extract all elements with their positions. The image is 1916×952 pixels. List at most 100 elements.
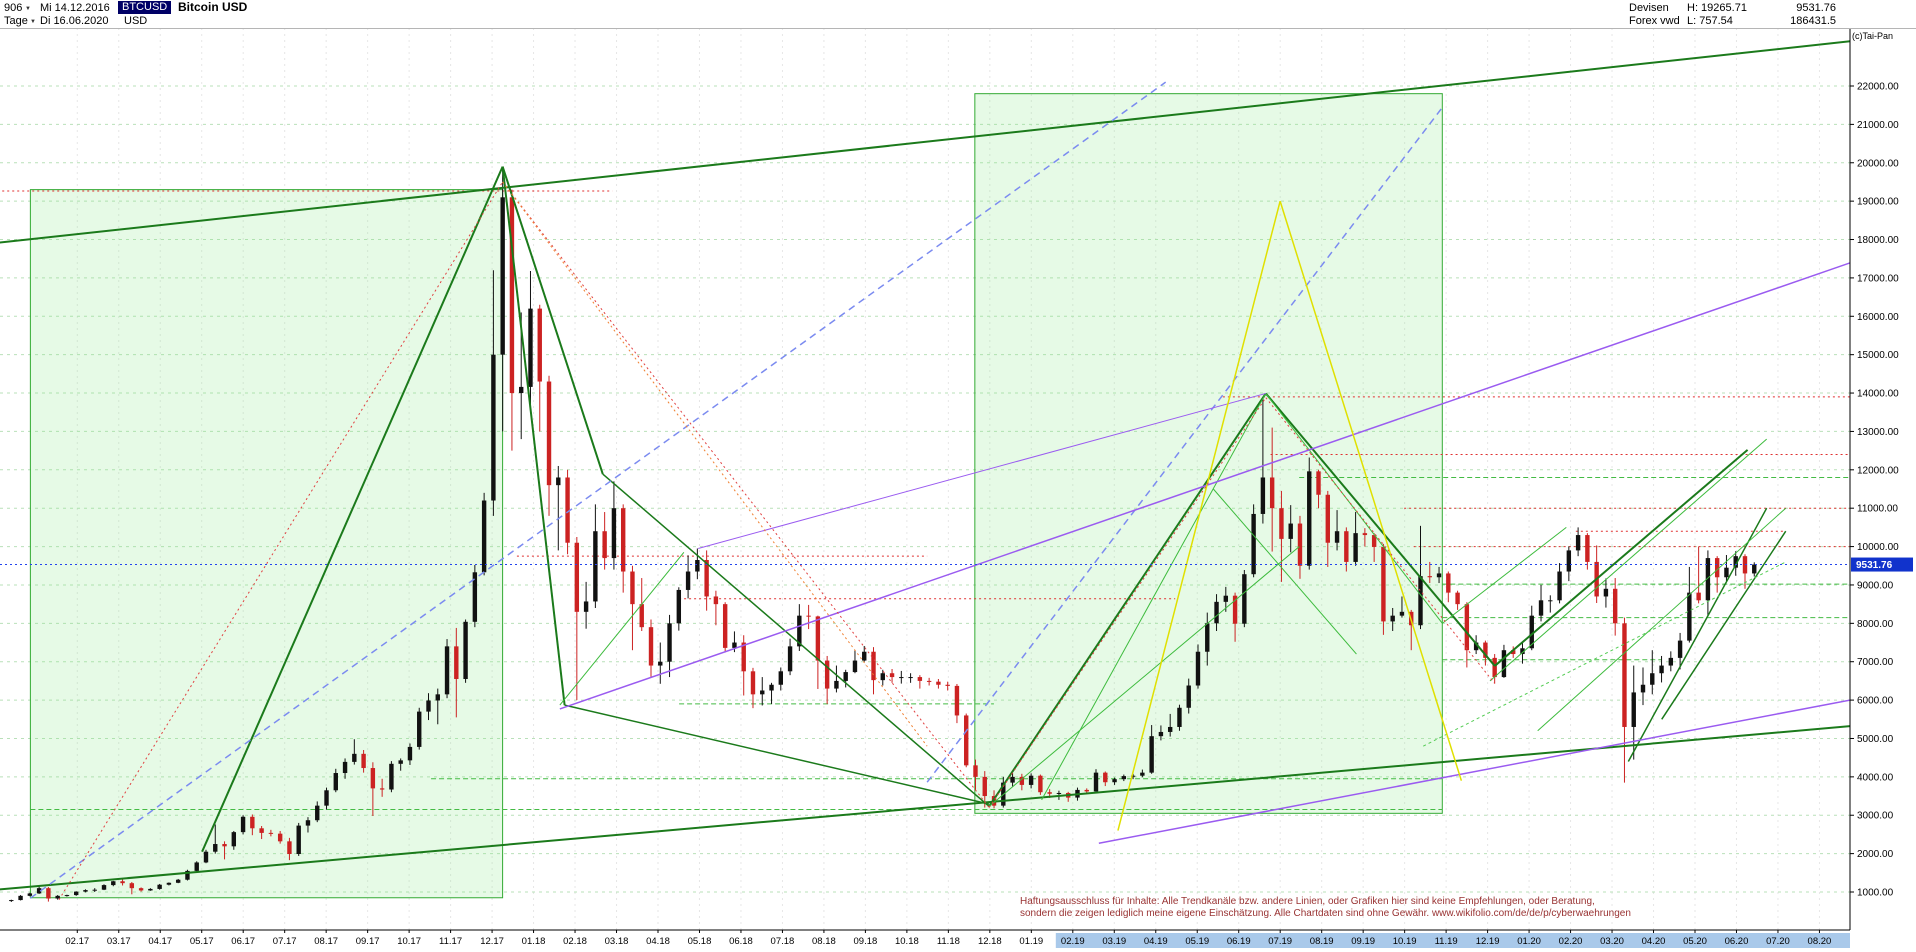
x-axis-label: 04.17 [148,936,172,947]
candle [750,671,756,695]
candle [1714,558,1720,578]
candle [46,888,51,899]
candle [203,851,209,863]
candle [1140,772,1145,776]
candle [1575,535,1581,551]
trend-box [29,189,504,899]
candle [296,825,301,855]
x-axis-label: 03.20 [1600,936,1624,947]
candle [1538,600,1544,616]
x-axis-label: 05.19 [1185,936,1209,947]
x-axis-label: 06.20 [1725,936,1749,947]
candle [1307,471,1312,566]
x-axis-label: 06.17 [231,936,255,947]
candle [509,197,515,394]
candle [1279,508,1284,539]
y-axis-label: 22000.00 [1857,82,1899,93]
candle [843,672,848,681]
candle [778,671,783,685]
x-axis-label: 02.18 [563,936,587,947]
candle [1752,564,1757,574]
y-axis-label: 2000.00 [1857,849,1894,860]
y-axis-label: 6000.00 [1857,696,1894,707]
chevron-down-icon[interactable]: ▼ [25,6,31,12]
candle [315,805,320,821]
candle [917,677,923,681]
x-axis-label: 10.18 [895,936,919,947]
candle [1010,776,1015,783]
candle [389,763,394,790]
candle [806,615,811,617]
x-axis-label: 03.18 [605,936,629,947]
symbol-field[interactable]: BTCUSD [118,1,172,14]
price-tag [1851,557,1913,572]
start-date-field[interactable]: Mi 14.12.2016 [40,2,110,14]
x-axis-label: 02.19 [1061,936,1085,947]
candle [593,531,598,602]
candle [1677,640,1683,658]
candle [1167,726,1173,732]
x-axis-label: 12.17 [480,936,504,947]
x-axis-label: 05.17 [190,936,214,947]
y-axis-label: 15000.00 [1857,350,1899,361]
candle [871,651,876,681]
x-axis-label: 11.19 [1435,936,1458,947]
candle [713,596,719,605]
x-axis-label: 12.18 [978,936,1002,947]
period-dropdown[interactable]: Tage [4,15,28,27]
chevron-down-icon[interactable]: ▼ [30,19,36,25]
candle [982,776,987,797]
candle [611,508,617,559]
x-axis-label: 09.18 [854,936,878,947]
candle [1483,642,1488,658]
x-axis-label: 04.19 [1144,936,1168,947]
high-value: H: 19265.71 [1687,2,1747,14]
volume-value: 186431.5 [1790,15,1836,27]
candle [1130,775,1136,777]
candle [658,661,663,666]
candle [741,642,746,672]
x-axis-label: 08.17 [314,936,338,947]
candle [1742,556,1748,574]
x-axis-label: 03.19 [1102,936,1126,947]
x-axis-label: 11.18 [937,936,960,947]
candle [129,883,135,889]
candle [1511,650,1516,655]
x-axis-label: 04.20 [1642,936,1666,947]
end-date-field[interactable]: Di 16.06.2020 [40,15,109,27]
candle [1390,615,1395,622]
candle [936,681,941,685]
y-axis-label: 20000.00 [1857,158,1899,169]
candle [36,888,42,894]
x-axis-label: 01.20 [1517,936,1541,947]
candle [620,508,626,572]
y-axis-label: 1000.00 [1857,888,1894,899]
y-axis-label: 17000.00 [1857,273,1899,284]
candle [1418,576,1423,626]
x-axis-label: 01.18 [522,936,546,947]
x-axis-label: 10.19 [1393,936,1417,947]
data-source-label: Forex vwd [1629,15,1680,27]
candle [880,673,885,681]
candle [259,828,264,833]
candle [352,753,357,762]
candle [175,879,181,883]
candle [908,677,913,679]
disclaimer-line-1: Haftungsausschluss für Inhalte: Alle Tre… [1020,896,1595,907]
candle [1399,611,1405,616]
candle [463,621,468,679]
chart-title: Bitcoin USD [178,0,248,14]
candle [945,684,950,686]
candle [1455,592,1460,605]
candle [83,890,88,892]
candle [1464,604,1470,651]
candle [1603,588,1609,597]
bars-count-dropdown[interactable]: 906 [4,2,23,14]
candle [1149,736,1154,773]
candle [602,531,607,559]
x-axis-label: 06.18 [729,936,753,947]
candle [435,694,440,701]
candle [1492,657,1497,678]
